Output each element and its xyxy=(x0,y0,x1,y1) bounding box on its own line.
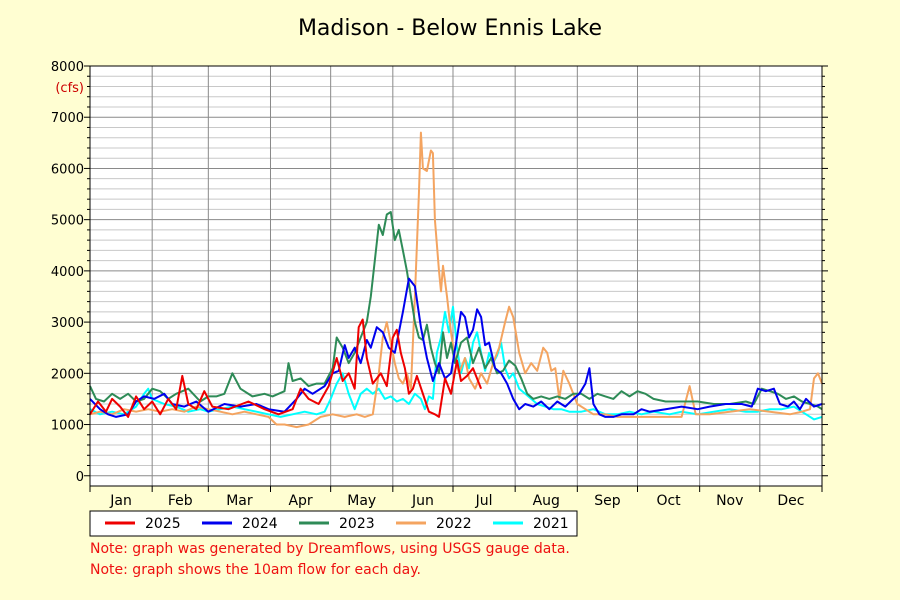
month-label: Feb xyxy=(168,493,193,509)
legend-label-2023: 2023 xyxy=(339,516,375,532)
plot-area xyxy=(90,66,822,486)
y-tick-label: 5000 xyxy=(51,214,84,229)
month-label: Oct xyxy=(656,493,681,509)
series-line-2025 xyxy=(89,318,483,418)
note-10am: Note: graph shows the 10am flow for each… xyxy=(90,562,421,578)
y-axis-unit-label: (cfs) xyxy=(55,81,84,96)
month-label: Apr xyxy=(288,493,312,509)
series-line-2021 xyxy=(89,305,823,421)
month-label: Nov xyxy=(716,493,743,509)
y-tick-label: 6000 xyxy=(51,162,84,177)
plot-frame xyxy=(89,65,823,487)
legend-label-2024: 2024 xyxy=(242,516,278,532)
note-source: Note: graph was generated by Dreamflows,… xyxy=(90,541,570,557)
y-tick-label: 0 xyxy=(76,470,84,485)
legend-label-2022: 2022 xyxy=(436,516,472,532)
y-tick-label: 2000 xyxy=(51,367,84,382)
month-label: Jan xyxy=(109,493,132,509)
chart-title: Madison - Below Ennis Lake xyxy=(298,16,602,41)
month-label: Mar xyxy=(226,493,253,509)
legend-label-2021: 2021 xyxy=(533,516,569,532)
series-line-2024 xyxy=(89,277,823,418)
series-line-2022 xyxy=(89,131,823,429)
y-tick-label: 4000 xyxy=(51,265,84,280)
y-tick-label: 3000 xyxy=(51,316,84,331)
y-tick-label: 1000 xyxy=(51,419,84,434)
legend-label-2025: 2025 xyxy=(145,516,181,532)
y-tick-label: 7000 xyxy=(51,111,84,126)
month-label: Jul xyxy=(475,493,493,509)
month-label: Jun xyxy=(411,493,434,509)
month-label: Aug xyxy=(533,493,560,509)
y-tick-label: 8000 xyxy=(51,60,84,75)
month-label: Sep xyxy=(594,493,621,509)
series-line-2023 xyxy=(89,211,823,411)
month-label: Dec xyxy=(777,493,804,509)
month-label: May xyxy=(347,493,376,509)
legend: 2025 2024 2023 2022 2021 xyxy=(89,510,578,537)
